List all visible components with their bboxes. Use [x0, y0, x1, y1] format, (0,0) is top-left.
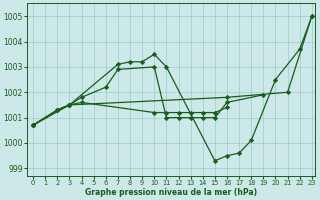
X-axis label: Graphe pression niveau de la mer (hPa): Graphe pression niveau de la mer (hPa) — [85, 188, 257, 197]
